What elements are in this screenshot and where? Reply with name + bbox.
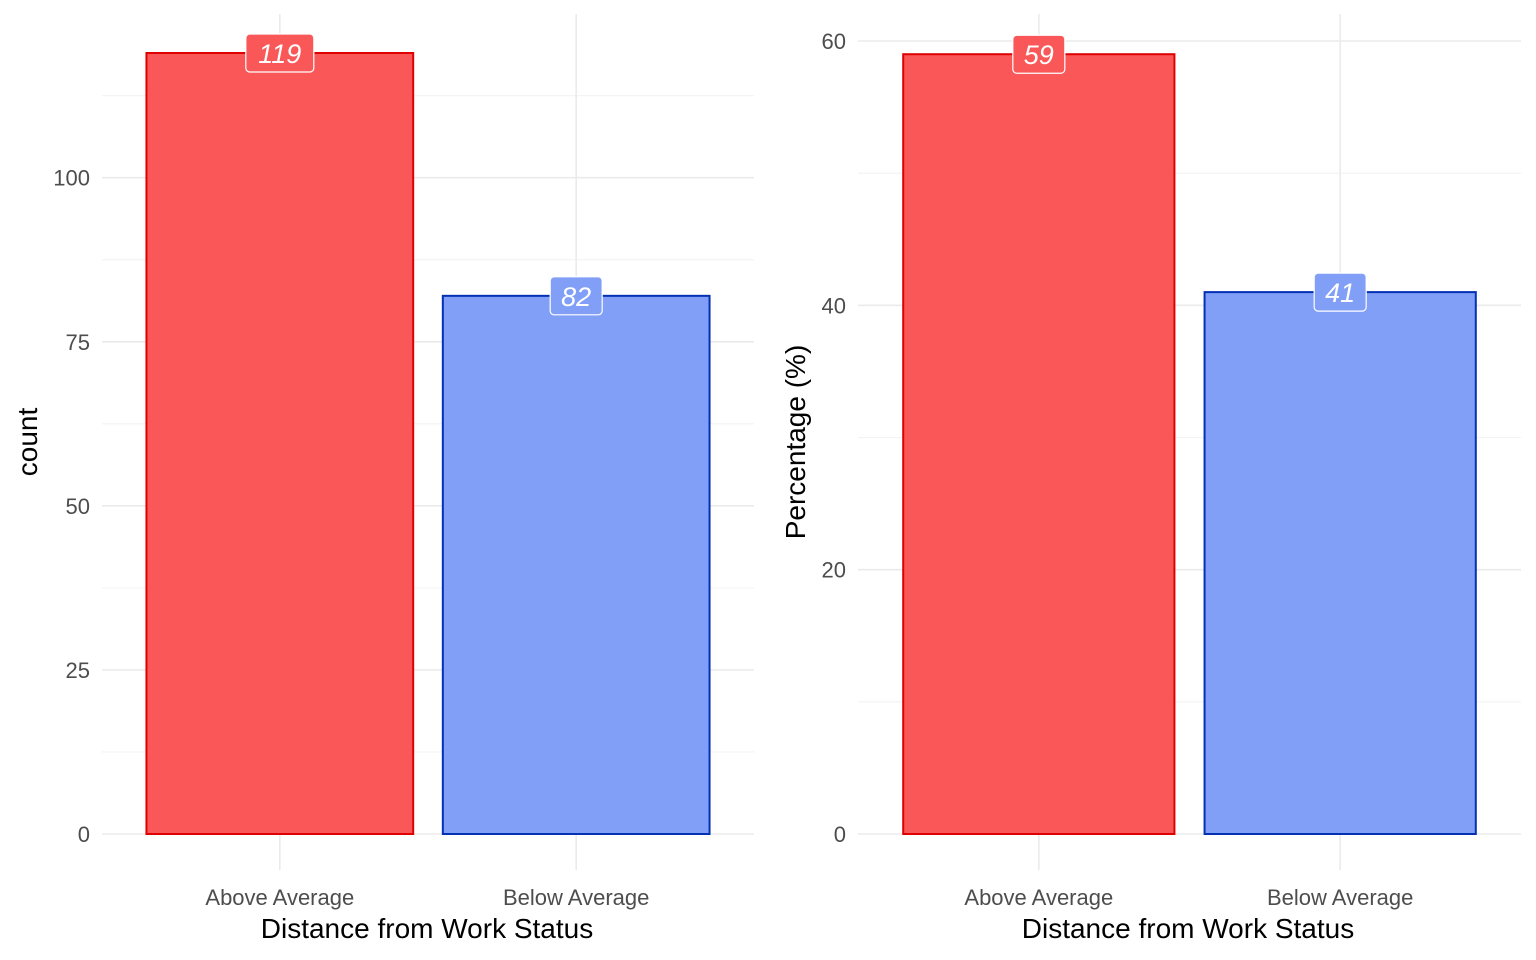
- count-data-label-box: [549, 276, 603, 316]
- percentage-bar-above-average: [902, 53, 1176, 835]
- count-x-ticks: Above Average Below Average: [205, 885, 649, 910]
- count-y-tick-label: 0: [78, 822, 90, 847]
- count-y-tick-label: 75: [66, 330, 90, 355]
- count-bar-chart: 119 82 0 25 50 75 100 Above Average Below Aver…: [12, 14, 754, 944]
- percentage-x-ticks: Above Average Below Average: [964, 885, 1413, 910]
- percentage-y-tick-label: 60: [822, 29, 846, 54]
- percentage-data-labels: 59 41: [1012, 34, 1367, 312]
- count-y-tick-label: 25: [66, 658, 90, 683]
- count-data-labels: 119 82: [245, 33, 603, 316]
- percentage-y-ticks: 0 20 40 60: [822, 29, 846, 847]
- count-x-tick-label: Above Average: [205, 885, 354, 910]
- count-data-label-box: [245, 33, 315, 73]
- count-bar-below-average: [441, 294, 711, 836]
- percentage-y-tick-label: 0: [834, 822, 846, 847]
- percentage-y-tick-label: 20: [822, 558, 846, 583]
- count-bar-above-average: [145, 52, 415, 835]
- count-data-label: 82: [561, 282, 591, 312]
- count-y-ticks: 0 25 50 75 100: [53, 166, 90, 847]
- percentage-y-axis-title: Percentage (%): [780, 345, 811, 540]
- percentage-x-tick-label: Below Average: [1267, 885, 1413, 910]
- percentage-data-label-box: [1313, 272, 1367, 312]
- count-y-axis-title: count: [12, 408, 43, 477]
- percentage-x-axis-title: Distance from Work Status: [1022, 913, 1354, 944]
- count-data-label: 119: [258, 39, 301, 69]
- count-x-axis-title: Distance from Work Status: [261, 913, 593, 944]
- percentage-bars: [902, 53, 1477, 836]
- count-y-tick-label: 100: [53, 166, 90, 191]
- percentage-data-label-box: [1012, 34, 1066, 74]
- percentage-y-tick-label: 40: [822, 293, 846, 318]
- count-y-tick-label: 50: [66, 494, 90, 519]
- percentage-data-label: 41: [1325, 278, 1355, 308]
- count-x-tick-label: Below Average: [503, 885, 649, 910]
- count-bars: [145, 52, 711, 836]
- percentage-x-tick-label: Above Average: [964, 885, 1113, 910]
- percentage-bar-below-average: [1203, 291, 1477, 836]
- percentage-data-label: 59: [1024, 40, 1054, 70]
